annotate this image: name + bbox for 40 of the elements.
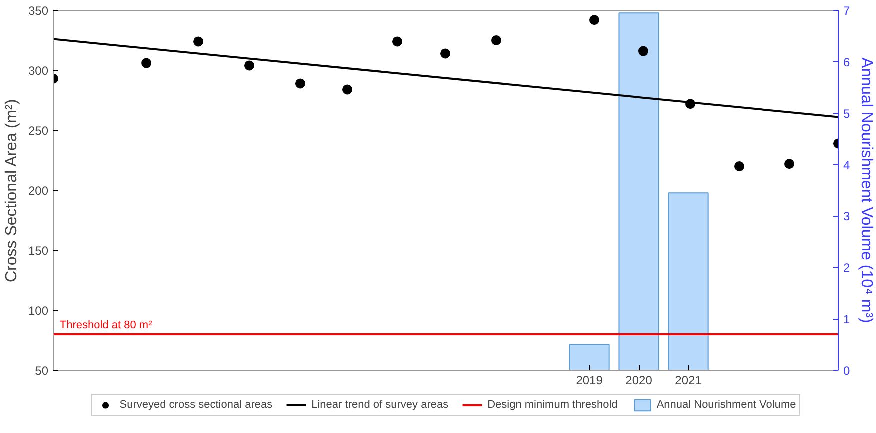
y2-tick-label: 0 [844,364,850,378]
bar [618,12,660,370]
y2-tick-label: 6 [844,55,850,70]
y2-tick-label: 5 [844,106,850,121]
y2-tick-label: 4 [844,158,850,172]
x-tick-label: 2020 [626,374,653,388]
point [784,159,794,170]
point [734,162,745,172]
y2-tick-label: 7 [844,4,850,18]
y-tick-label: 300 [28,64,49,78]
legend-label: Surveyed cross sectional areas [120,399,273,411]
y-tick-label: 250 [28,124,49,138]
y2-tick-label: 1 [844,312,850,327]
y2-tick-label: 2 [844,261,850,276]
point [491,36,502,46]
legend-label: Design minimum threshold [488,399,618,411]
legend-label: Linear trend of survey areas [312,399,449,411]
annotation: Threshold at 80 m² [60,320,153,332]
point [392,36,402,47]
x-tick-label: 2021 [675,374,702,388]
point [638,46,648,56]
point [342,84,353,95]
x-tick-label: 2019 [576,374,604,388]
point [589,15,600,26]
y-tick-label: 100 [28,304,49,318]
y2-axis-title: Annual Nourishment Volume (10⁴ m³) [858,58,876,324]
point [295,78,306,89]
bar [569,344,610,370]
point [440,48,451,59]
y2-tick-label: 3 [844,210,850,224]
y-axis-title: Cross Sectional Area (m²) [3,99,20,283]
y-tick-label: 200 [28,184,49,198]
bar [668,192,709,370]
point [194,36,204,47]
y-tick-label: 350 [28,4,49,18]
point [244,60,255,71]
point [142,58,152,68]
y-tick-label: 50 [35,364,49,378]
y-tick-label: 150 [28,244,49,258]
legend-label: Annual Nourishment Volume [656,399,796,411]
